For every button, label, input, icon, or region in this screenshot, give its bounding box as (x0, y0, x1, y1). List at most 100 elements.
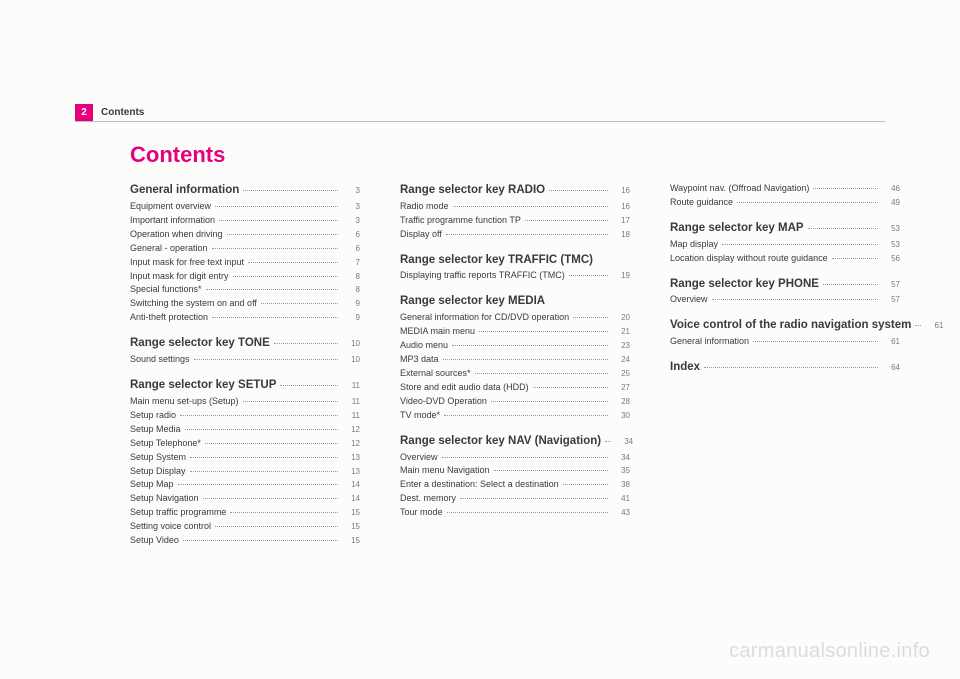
toc-label: TV mode* (400, 409, 440, 423)
toc-page-number: 53 (882, 223, 900, 235)
toc-label: Range selector key NAV (Navigation) (400, 433, 601, 451)
toc-page-number: 64 (882, 362, 900, 374)
toc-spacer (670, 307, 900, 317)
toc-label: Range selector key RADIO (400, 182, 545, 200)
toc-heading: Voice control of the radio navigation sy… (670, 317, 900, 335)
toc-heading: Range selector key NAV (Navigation)34 (400, 433, 630, 451)
page-number-badge: 2 (75, 104, 93, 121)
header-rule (75, 121, 885, 122)
toc-page-number: 15 (342, 521, 360, 533)
toc-label: Dest. memory (400, 492, 456, 506)
toc-leader-dots (190, 457, 338, 458)
toc-leader-dots (563, 484, 608, 485)
toc-item: Main menu Navigation35 (400, 464, 630, 478)
toc-label: Range selector key TRAFFIC (TMC) (400, 252, 593, 270)
toc-page-number: 28 (612, 396, 630, 408)
toc-page-number: 6 (342, 229, 360, 241)
toc-label: Enter a destination: Select a destinatio… (400, 478, 559, 492)
toc-leader-dots (475, 373, 608, 374)
watermark: carmanualsonline.info (729, 640, 930, 663)
toc-page-number: 35 (612, 465, 630, 477)
toc-label: External sources* (400, 367, 471, 381)
toc-heading: Index64 (670, 359, 900, 377)
toc-page-number: 7 (342, 257, 360, 269)
toc-label: Setup Display (130, 465, 186, 479)
toc-page-number: 23 (612, 340, 630, 352)
toc-item: Setup Media12 (130, 423, 360, 437)
toc-label: Range selector key PHONE (670, 276, 819, 294)
toc-label: Traffic programme function TP (400, 214, 521, 228)
toc-page-number: 6 (342, 243, 360, 255)
toc-leader-dots (704, 367, 878, 368)
toc-item: External sources* 25 (400, 367, 630, 381)
toc-page-number: 3 (342, 201, 360, 213)
toc-page-number: 3 (342, 215, 360, 227)
toc-leader-dots (605, 441, 611, 442)
toc-label: Location display without route guidance (670, 252, 828, 266)
toc-label: Setup Telephone* (130, 437, 201, 451)
toc-item: Enter a destination: Select a destinatio… (400, 478, 630, 492)
page-tab: 2 Contents (75, 103, 144, 121)
toc-label: Overview (400, 451, 438, 465)
toc-page-number: 61 (882, 336, 900, 348)
toc-leader-dots (453, 206, 608, 207)
toc-page-number: 13 (342, 452, 360, 464)
toc-leader-dots (491, 401, 608, 402)
toc-label: Overview (670, 293, 708, 307)
toc-label: Range selector key MEDIA (400, 293, 545, 311)
toc-item: Overview34 (400, 451, 630, 465)
toc-item: TV mode*30 (400, 409, 630, 423)
toc-leader-dots (219, 220, 338, 221)
toc-leader-dots (533, 387, 608, 388)
toc-label: Anti-theft protection (130, 311, 208, 325)
toc-item: Sound settings10 (130, 353, 360, 367)
toc-item: General - operation6 (130, 242, 360, 256)
page: 2 Contents Contents General information3… (0, 0, 960, 679)
toc-leader-dots (442, 457, 608, 458)
toc-page-number: 18 (612, 229, 630, 241)
toc-col-1: General information3Equipment overview3I… (130, 182, 360, 548)
toc-page-number: 20 (612, 312, 630, 324)
toc-label: Video-DVD Operation (400, 395, 487, 409)
toc-page-number: 12 (342, 424, 360, 436)
toc-item: Setup radio11 (130, 409, 360, 423)
toc-label: Input mask for free text input (130, 256, 244, 270)
toc-item: Audio menu 23 (400, 339, 630, 353)
toc-item: Map display53 (670, 238, 900, 252)
toc-leader-dots (190, 471, 338, 472)
toc-heading: Range selector key TONE10 (130, 335, 360, 353)
toc-label: Audio menu (400, 339, 448, 353)
toc-leader-dots (753, 341, 878, 342)
toc-page-number: 8 (342, 284, 360, 296)
toc-col-2: Range selector key RADIO16Radio mode16Tr… (400, 182, 630, 548)
toc-page-number: 25 (612, 368, 630, 380)
toc-label: MEDIA main menu (400, 325, 475, 339)
toc-leader-dots (712, 299, 878, 300)
toc-page-number: 17 (612, 215, 630, 227)
toc-label: Switching the system on and off (130, 297, 257, 311)
toc-item: Display off 18 (400, 228, 630, 242)
toc-leader-dots (460, 498, 608, 499)
toc-label: Main menu set-ups (Setup) (130, 395, 239, 409)
toc-leader-dots (549, 190, 608, 191)
toc-leader-dots (206, 289, 338, 290)
toc-label: Special functions* (130, 283, 202, 297)
toc-label: Setup System (130, 451, 186, 465)
toc-page-number: 9 (342, 298, 360, 310)
toc-leader-dots (915, 325, 921, 326)
toc-page-number: 21 (612, 326, 630, 338)
toc-item: General information for CD/DVD operation… (400, 311, 630, 325)
toc-item: Setup Telephone*12 (130, 437, 360, 451)
toc-heading: Range selector key PHONE57 (670, 276, 900, 294)
toc-label: Voice control of the radio navigation sy… (670, 317, 911, 335)
toc-page-number: 24 (612, 354, 630, 366)
toc-label: Display off (400, 228, 442, 242)
toc-leader-dots (178, 484, 338, 485)
toc-item: Dest. memory 41 (400, 492, 630, 506)
toc-page-number: 41 (612, 493, 630, 505)
toc-item: Switching the system on and off 9 (130, 297, 360, 311)
page-tab-label: Contents (101, 107, 144, 118)
toc-leader-dots (280, 385, 338, 386)
toc-item: Special functions* 8 (130, 283, 360, 297)
toc-leader-dots (823, 284, 878, 285)
